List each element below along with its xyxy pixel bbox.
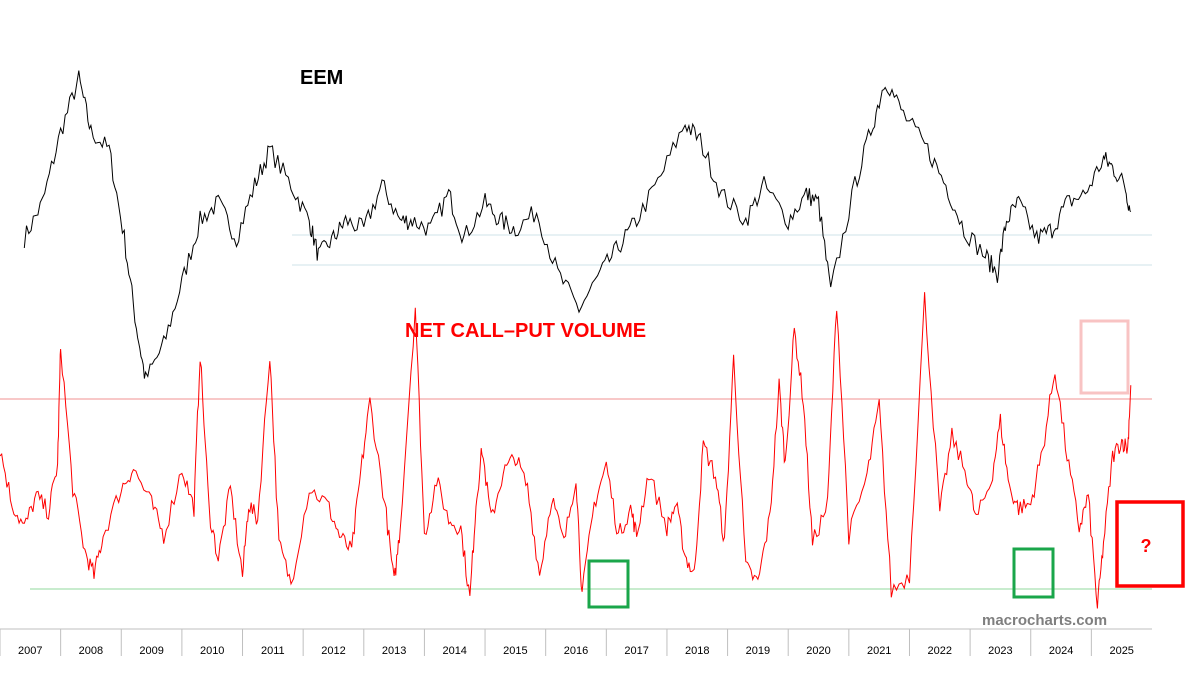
x-axis-ticks: 2007 2008 2009 2010 2011 2012 2013 2014 2015 2016… — [0, 629, 1134, 657]
x-tick-label: 2009 — [139, 645, 163, 657]
eem-title: EEM — [300, 67, 343, 89]
x-tick-label: 2018 — [685, 645, 709, 657]
x-tick-label: 2017 — [624, 645, 648, 657]
x-tick-label: 2015 — [503, 645, 527, 657]
green-extreme-box-2023 — [1012, 547, 1055, 599]
x-tick-label: 2014 — [442, 645, 466, 657]
eem-price-line — [23, 70, 1132, 379]
x-tick-label: 2022 — [928, 645, 952, 657]
x-tick-label: 2012 — [321, 645, 345, 657]
x-tick-label: 2010 — [200, 645, 224, 657]
x-tick-label: 2023 — [988, 645, 1012, 657]
net-call-put-title: NET CALL–PUT VOLUME — [405, 320, 646, 342]
x-tick-label: 2021 — [867, 645, 891, 657]
x-tick-label: 2008 — [79, 645, 103, 657]
x-tick-label: 2024 — [1049, 645, 1073, 657]
x-tick-label: 2013 — [382, 645, 406, 657]
question-mark: ? — [1141, 536, 1152, 556]
x-tick-label: 2025 — [1109, 645, 1133, 657]
x-tick-label: 2016 — [564, 645, 588, 657]
pink-extreme-box-2024 — [1079, 319, 1130, 395]
net-call-put-line — [0, 292, 1132, 609]
x-tick-label: 2019 — [746, 645, 770, 657]
red-question-box — [1115, 500, 1185, 588]
watermark-text: macrocharts.com — [982, 612, 1107, 629]
x-tick-label: 2011 — [261, 645, 285, 657]
x-tick-label: 2020 — [806, 645, 830, 657]
x-tick-label: 2007 — [18, 645, 42, 657]
green-extreme-box-2016 — [587, 559, 630, 609]
